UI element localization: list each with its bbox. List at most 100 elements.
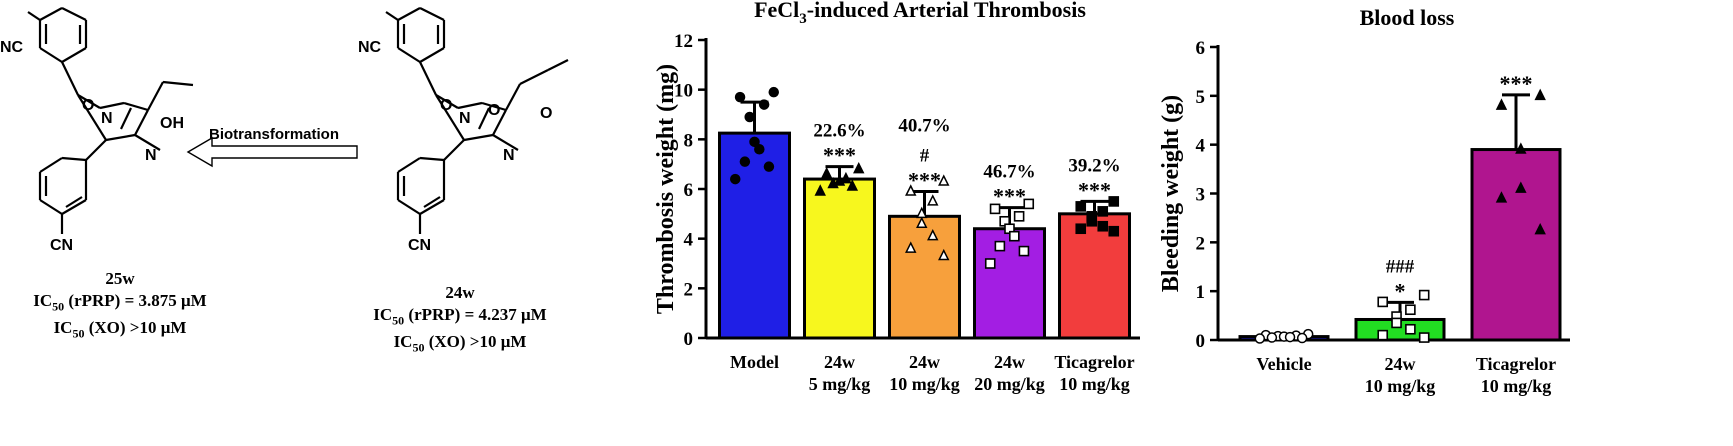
ic50-xo-24w: IC50 (XO) >10 μM bbox=[393, 332, 527, 355]
ic50-rprp-24w: IC50 (rPRP) = 4.237 μM bbox=[373, 305, 547, 328]
data-point bbox=[827, 176, 839, 189]
compound-label-25w: 25w bbox=[105, 269, 135, 288]
data-point bbox=[1266, 332, 1278, 343]
data-point bbox=[730, 173, 741, 185]
structure-24w bbox=[385, 7, 569, 234]
data-point bbox=[1515, 142, 1527, 154]
significance-label: 40.7% bbox=[898, 115, 950, 136]
data-point bbox=[994, 240, 1006, 252]
data-point bbox=[927, 229, 939, 241]
atom-oh-25w: OH bbox=[160, 115, 184, 132]
y-axis-label: Bleeding weight (g) bbox=[1158, 95, 1184, 292]
significance-label: * bbox=[1395, 278, 1406, 303]
chart-title-sub: 3 bbox=[799, 11, 807, 27]
y-tick-label: 5 bbox=[1196, 87, 1206, 108]
ic50-xo-25w: IC50 (XO) >10 μM bbox=[53, 318, 187, 341]
atom-cn-25w: CN bbox=[50, 237, 73, 254]
atom-nc-24w: NC bbox=[358, 39, 382, 56]
data-point bbox=[905, 241, 917, 253]
x-tick-label: 10 mg/kg bbox=[1059, 374, 1130, 394]
data-point bbox=[905, 184, 917, 196]
data-point bbox=[1534, 222, 1546, 235]
data-point bbox=[1284, 331, 1296, 343]
data-point bbox=[1418, 289, 1430, 301]
atom-o-25w: O bbox=[82, 97, 94, 114]
y-tick-label: 12 bbox=[674, 31, 693, 52]
data-point bbox=[833, 174, 846, 186]
y-tick-label: 4 bbox=[684, 230, 694, 251]
atom-n2-25w: N bbox=[145, 147, 157, 164]
significance-label: *** bbox=[1500, 71, 1533, 96]
data-point bbox=[916, 216, 928, 229]
blood-loss-chart: 0 1 2 3 4 5 6 Bleeding weight (g) Blood loss Vehi… bbox=[1158, 5, 1570, 396]
x-tick-label: 20 mg/kg bbox=[974, 374, 1045, 394]
y-tick-label: 6 bbox=[1196, 38, 1206, 59]
data-point bbox=[820, 166, 833, 179]
data-point bbox=[989, 203, 1001, 215]
atom-nc-25w: NC bbox=[0, 39, 24, 56]
data-point bbox=[1009, 230, 1020, 242]
x-tick-label: 24w bbox=[1385, 354, 1416, 374]
data-point bbox=[938, 174, 950, 186]
x-tick-label: Ticagrelor bbox=[1054, 352, 1134, 372]
y-tick-label: 0 bbox=[684, 329, 694, 350]
data-point bbox=[1405, 304, 1416, 316]
bar bbox=[973, 227, 1046, 340]
bar bbox=[718, 131, 791, 340]
chart-title: Blood loss bbox=[1360, 5, 1455, 30]
data-point bbox=[744, 111, 755, 123]
y-tick-label: 0 bbox=[1196, 331, 1206, 352]
arrow-label: Biotransformation bbox=[209, 126, 339, 143]
data-point bbox=[1418, 332, 1430, 343]
y-tick-label: 4 bbox=[1196, 136, 1206, 157]
x-tick-label: 10 mg/kg bbox=[1481, 376, 1552, 396]
data-point bbox=[1108, 196, 1120, 207]
chart-title-main: FeCl bbox=[754, 0, 799, 22]
y-tick-label: 10 bbox=[674, 81, 693, 102]
caption-25w: 25w IC50 (rPRP) = 3.875 μM IC50 (XO) >10… bbox=[20, 268, 220, 345]
significance-label: # bbox=[920, 145, 930, 166]
x-tick-label: Ticagrelor bbox=[1476, 354, 1556, 374]
data-point bbox=[1377, 329, 1389, 341]
data-point bbox=[1086, 215, 1098, 227]
x-tick-label: 24w bbox=[909, 352, 940, 372]
y-tick-label: 3 bbox=[1196, 185, 1206, 206]
significance-label: 22.6% bbox=[813, 121, 865, 142]
data-point bbox=[1534, 88, 1546, 101]
ic50-rprp-25w: IC50 (rPRP) = 3.875 μM bbox=[33, 291, 207, 314]
y-tick-label: 6 bbox=[684, 180, 694, 201]
data-point bbox=[1391, 317, 1402, 329]
data-point bbox=[1013, 211, 1025, 222]
thrombosis-chart: 0 2 4 6 8 10 12 Thrombosis weight (mg) FeCl3-ind… bbox=[653, 0, 1140, 394]
x-tick-label: 10 mg/kg bbox=[1365, 376, 1436, 396]
atom-o4-24w: O bbox=[540, 105, 552, 122]
x-tick-label: 24w bbox=[994, 352, 1025, 372]
atom-cn-24w: CN bbox=[408, 237, 431, 254]
caption-24w: 24w IC50 (rPRP) = 4.237 μM IC50 (XO) >10… bbox=[360, 282, 560, 359]
data-point bbox=[1018, 245, 1030, 257]
data-point bbox=[1495, 191, 1508, 203]
data-point bbox=[1075, 223, 1087, 235]
atom-o-24w: O bbox=[440, 97, 452, 114]
data-point bbox=[754, 144, 765, 155]
y-tick-label: 2 bbox=[1196, 233, 1206, 254]
y-tick-label: 8 bbox=[684, 130, 694, 151]
significance-label: 39.2% bbox=[1068, 155, 1120, 176]
data-point bbox=[1023, 198, 1035, 210]
significance-label: *** bbox=[1078, 177, 1111, 202]
biotransformation-arrow bbox=[186, 136, 358, 168]
atom-n2-24w: N bbox=[503, 147, 515, 164]
data-point bbox=[1075, 201, 1087, 212]
data-point bbox=[853, 161, 865, 174]
bar bbox=[1470, 148, 1562, 342]
data-point bbox=[739, 156, 751, 167]
y-tick-label: 1 bbox=[1196, 282, 1206, 303]
significance-label: 46.7% bbox=[983, 162, 1035, 183]
structure-25w bbox=[27, 7, 194, 234]
atom-n1-24w: N bbox=[459, 110, 471, 127]
chart-title-rest: -induced Arterial Thrombosis bbox=[807, 0, 1087, 22]
x-tick-label: Vehicle bbox=[1256, 354, 1311, 374]
data-point bbox=[1515, 181, 1527, 193]
x-tick-label: 5 mg/kg bbox=[809, 374, 871, 394]
